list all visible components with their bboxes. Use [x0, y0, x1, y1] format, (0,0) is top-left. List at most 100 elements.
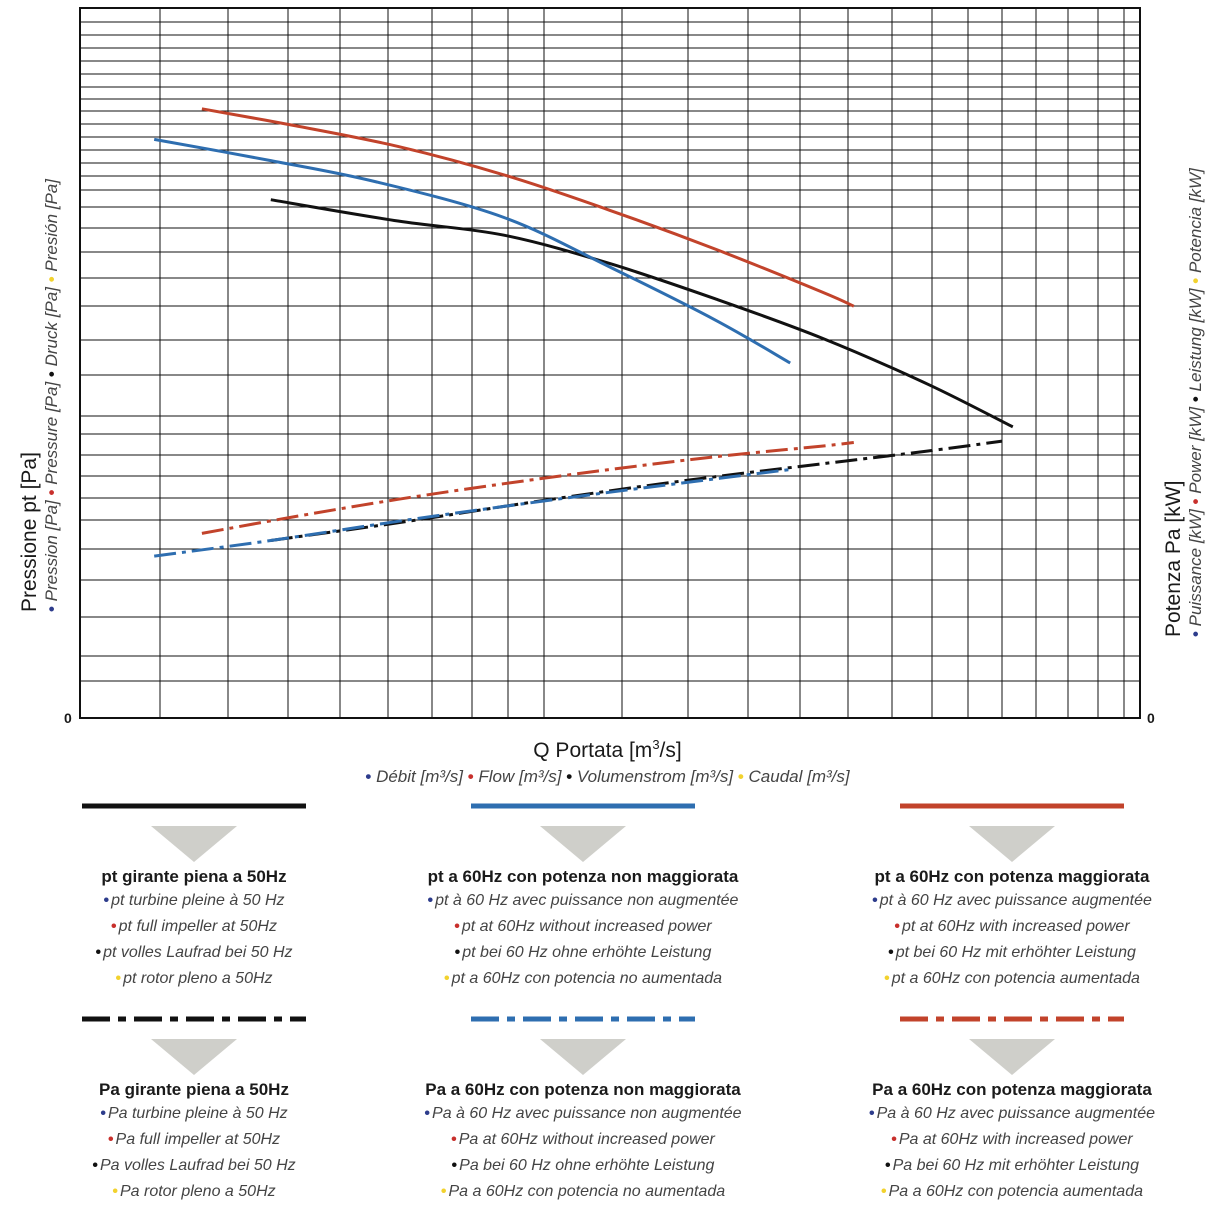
legend-translation-text: pt rotor pleno a 50Hz — [123, 970, 273, 987]
axis-subtitle-text: Potencia [kW] — [1186, 168, 1205, 278]
legend-translation: • pt a 60Hz con potencia aumentada — [832, 966, 1192, 992]
legend-translation-text: pt bei 60 Hz mit erhöhter Leistung — [895, 944, 1136, 961]
legend-translation-text: pt at 60Hz with increased power — [901, 918, 1130, 935]
axis-subtitle-text: Power [kW] — [1186, 406, 1205, 499]
series-line-5 — [154, 468, 791, 558]
legend-translation: • Pa bei 60 Hz mit erhöhter Leistung — [832, 1153, 1192, 1179]
axis-subtitle-text: Puissance [kW] — [1186, 509, 1205, 632]
legend-title: pt girante piena a 50Hz — [101, 867, 287, 886]
bullet-dot: • — [100, 1105, 106, 1122]
axis-subtitle-text: Débit [m³/s] — [371, 767, 463, 786]
bullet-dot: • — [42, 276, 61, 288]
x-axis-title: Q Portata [m3/s] — [0, 737, 1215, 763]
legend-arrow-icon — [151, 826, 237, 862]
bullet-dot: • — [42, 489, 61, 501]
legend-translation: • Pa turbine pleine à 50 Hz — [14, 1101, 374, 1127]
axis-subtitle-text: Pressure [Pa] — [42, 381, 61, 490]
y-axis-zero: 0 — [64, 710, 72, 726]
y-axis-title: Pressione pt [Pa] — [18, 452, 41, 612]
legend-arrow-icon — [969, 1039, 1055, 1075]
legend-item-blue-dash: Pa a 60Hz con potenza non maggiorata • Pa … — [403, 1079, 763, 1205]
legend-translation-text: pt a 60Hz con potencia no aumentada — [451, 970, 723, 987]
legend-item-black-dash: Pa girante piena a 50Hz • Pa turbine plein… — [14, 1079, 374, 1205]
legend-translation-text: pt volles Laufrad bei 50 Hz — [103, 944, 293, 961]
bullet-dot: • — [103, 892, 110, 909]
bullet-dot: • — [894, 918, 900, 935]
legend-item-black-solid: pt girante piena a 50Hz • pt turbine plein… — [14, 866, 374, 992]
y2-axis-subtitles: • Puissance [kW] • Power [kW] • Leistung… — [1186, 168, 1206, 637]
x-axis-title-suffix: /s] — [659, 739, 682, 762]
y-axis-label: Pressione pt [Pa] • Pression [Pa] • Pres… — [18, 179, 62, 612]
grid — [80, 8, 1140, 718]
legend-translation: • pt volles Laufrad bei 50 Hz — [14, 940, 374, 966]
legend-translation: • pt rotor pleno a 50Hz — [14, 966, 374, 992]
legend-arrow-icon — [540, 1039, 626, 1075]
bullet-dot: • — [443, 970, 450, 987]
legend-translation: • pt bei 60 Hz mit erhöhter Leistung — [832, 940, 1192, 966]
bullet-dot: • — [112, 1183, 118, 1200]
y2-axis-title: Potenza Pa [kW] — [1162, 480, 1185, 637]
axis-subtitle-text: Leistung [kW] — [1186, 288, 1205, 397]
legend-translation-text: Pa à 60 Hz avec puissance augmentée — [876, 1105, 1155, 1122]
legend-translation-text: Pa à 60 Hz avec puissance non augmentée — [432, 1105, 742, 1122]
bullet-dot: • — [42, 606, 61, 612]
y2-axis-zero: 0 — [1147, 710, 1155, 726]
legend-item-red-solid: pt a 60Hz con potenza maggiorata • pt à 60… — [832, 866, 1192, 992]
axis-subtitle-text: Caudal [m³/s] — [743, 767, 850, 786]
plot-frame — [79, 7, 1141, 719]
bullet-dot: • — [868, 1105, 875, 1122]
legend-title: pt a 60Hz con potenza maggiorata — [874, 867, 1150, 886]
legend-translation: • Pa a 60Hz con potencia no aumentada — [403, 1179, 763, 1205]
legend-translation-text: Pa at 60Hz with increased power — [898, 1131, 1133, 1148]
legend-item-red-dash: Pa a 60Hz con potenza maggiorata • Pa à 60… — [832, 1079, 1192, 1205]
legend-translation-text: pt turbine pleine à 50 Hz — [111, 892, 285, 909]
legend-translation: • Pa at 60Hz without increased power — [403, 1127, 763, 1153]
legend-translation: • pt full impeller at 50Hz — [14, 914, 374, 940]
legend-title: Pa girante piena a 50Hz — [99, 1080, 289, 1099]
bullet-dot: • — [454, 918, 460, 935]
series-line-1 — [270, 198, 1014, 429]
series-line-6 — [201, 441, 854, 535]
legend-arrow-icon — [540, 826, 626, 862]
legend-title: Pa a 60Hz con potenza maggiorata — [872, 1080, 1152, 1099]
bullet-dot: • — [454, 944, 461, 961]
legend-translation: • Pa bei 60 Hz ohne erhöhte Leistung — [403, 1153, 763, 1179]
axis-subtitle-text: Pression [Pa] — [42, 500, 61, 607]
bullet-dot: • — [891, 1131, 897, 1148]
legend-translation-text: Pa turbine pleine à 50 Hz — [107, 1105, 288, 1122]
legend-translation: • Pa rotor pleno a 50Hz — [14, 1179, 374, 1205]
legend-translation: • pt at 60Hz without increased power — [403, 914, 763, 940]
bullet-dot: • — [872, 892, 878, 909]
legend-translation: • Pa full impeller at 50Hz — [14, 1127, 374, 1153]
bullet-dot: • — [733, 767, 744, 786]
legend-translation: • pt bei 60 Hz ohne erhöhte Leistung — [403, 940, 763, 966]
legend-translation: • pt at 60Hz with increased power — [832, 914, 1192, 940]
series-line-3 — [201, 107, 855, 308]
bullet-dot: • — [451, 1157, 458, 1174]
bullet-dot: • — [42, 371, 61, 382]
legend-translation-text: Pa volles Laufrad bei 50 Hz — [99, 1157, 296, 1174]
legend-translation-text: Pa a 60Hz con potencia aumentada — [888, 1183, 1143, 1200]
bullet-dot: • — [451, 1131, 457, 1148]
legend-title: Pa a 60Hz con potenza non maggiorata — [425, 1080, 741, 1099]
x-axis-subtitles: • Débit [m³/s] • Flow [m³/s] • Volumenst… — [0, 767, 1215, 787]
legend-translation: • Pa à 60 Hz avec puissance augmentée — [832, 1101, 1192, 1127]
x-axis-title-sup: 3 — [652, 737, 660, 752]
legend-translation: • pt a 60Hz con potencia no aumentada — [403, 966, 763, 992]
bullet-dot: • — [95, 944, 102, 961]
legend-translation-text: pt à 60 Hz avec puissance augmentée — [879, 892, 1152, 909]
legend-translation: • pt turbine pleine à 50 Hz — [14, 888, 374, 914]
legend-arrow-icon — [969, 826, 1055, 862]
bullet-dot: • — [561, 767, 573, 786]
bullet-dot: • — [115, 970, 122, 987]
legend-arrow-icon — [151, 1039, 237, 1075]
bullet-dot: • — [885, 1157, 891, 1174]
legend-translation: • Pa volles Laufrad bei 50 Hz — [14, 1153, 374, 1179]
bullet-dot: • — [440, 1183, 447, 1200]
legend-translation: • pt à 60 Hz avec puissance augmentée — [832, 888, 1192, 914]
series-line-2 — [153, 137, 791, 365]
bullet-dot: • — [92, 1157, 98, 1174]
legend-translation-text: pt full impeller at 50Hz — [118, 918, 277, 935]
y2-axis-label: Potenza Pa [kW] • Puissance [kW] • Power… — [1162, 168, 1206, 637]
